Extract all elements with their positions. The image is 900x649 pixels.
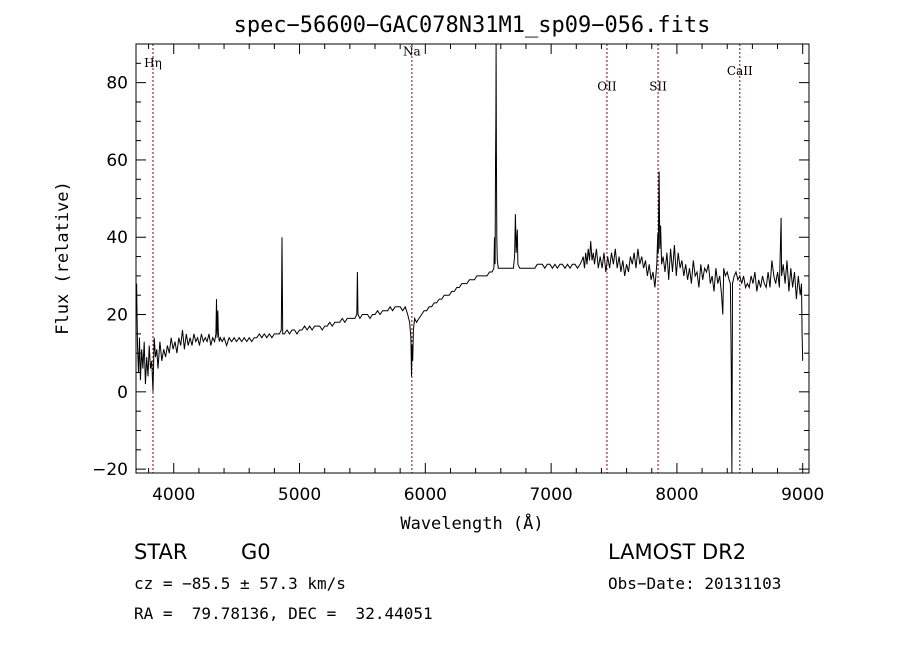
survey-name: LAMOST DR2: [608, 540, 747, 564]
x-tick-label: 9000: [781, 485, 824, 505]
plot-frame: [135, 43, 810, 474]
spectrum-line: [136, 44, 804, 473]
obs-date-text: Obs−Date: 20131103: [608, 574, 782, 593]
x-tick-label: 6000: [404, 485, 447, 505]
y-tick-label: 20: [106, 306, 128, 326]
x-tick-label: 4000: [152, 485, 195, 505]
object-subclass: G0: [241, 540, 271, 564]
y-tick-label: −20: [92, 460, 128, 480]
spectral-line-label: Hη: [144, 56, 162, 70]
x-tick-label: 5000: [278, 485, 321, 505]
y-tick-label: 80: [106, 74, 128, 94]
redshift-text: cz = −85.5 ± 57.3 km/s: [134, 574, 346, 593]
spectral-line-markers: Hη Na OII SII CaII: [144, 44, 753, 473]
spectrum-series: [136, 44, 804, 473]
spectral-line-label: SII: [649, 79, 667, 93]
spectral-line-label: OII: [597, 79, 617, 93]
y-tick-label: 40: [106, 228, 128, 248]
y-tick-label: 0: [117, 383, 128, 403]
chart-title: spec−56600−GAC078N31M1_sp09−056.fits: [234, 13, 711, 38]
x-tick-label: 7000: [529, 485, 572, 505]
object-class: STAR: [134, 540, 188, 564]
x-tick-label: 8000: [655, 485, 698, 505]
spectral-line-label: Na: [403, 45, 421, 59]
y-tick-label: 60: [106, 151, 128, 171]
plot-axes: 4000 5000 6000 7000 8000 9000 −20 0 20 40 60 80: [92, 43, 824, 505]
x-axis-label: Wavelength (Å): [400, 512, 543, 534]
spectral-line-label: CaII: [727, 64, 753, 78]
y-axis-label: Flux (relative): [53, 181, 73, 335]
coordinates-text: RA = 79.78136, DEC = 32.44051: [134, 604, 433, 623]
